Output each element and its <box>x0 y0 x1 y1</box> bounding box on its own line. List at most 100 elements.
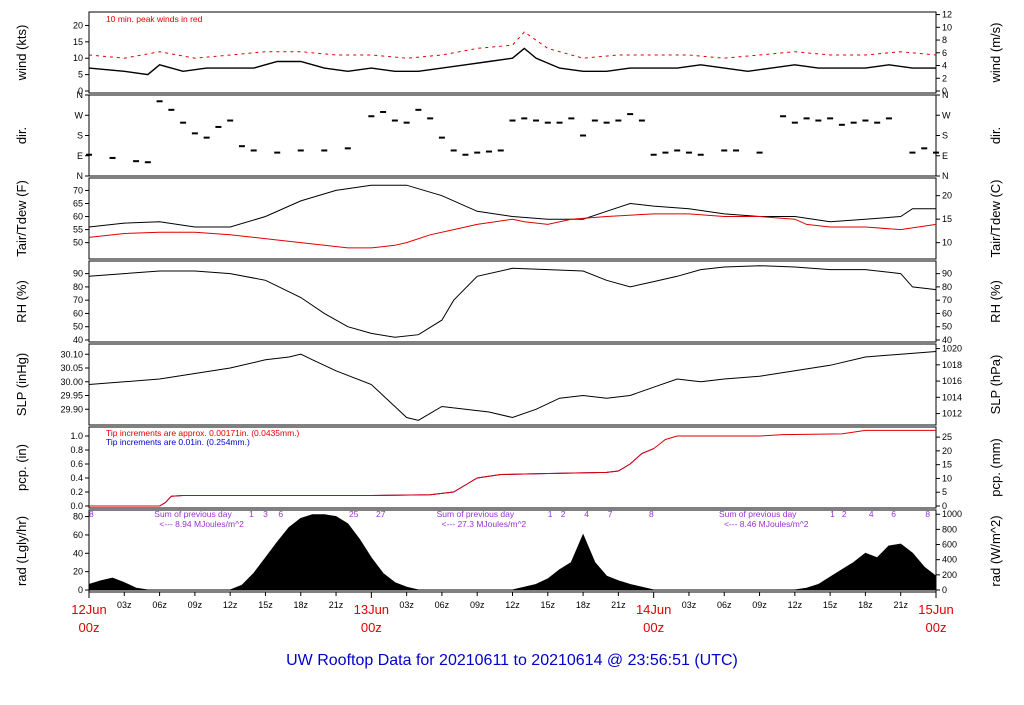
series-line <box>89 429 936 507</box>
dir-point <box>391 119 398 122</box>
ylabel-left: RH (%) <box>14 280 29 323</box>
series-line <box>88 184 936 228</box>
dir-point <box>168 108 175 111</box>
rad-area <box>88 514 937 591</box>
ytick-label-right: 1016 <box>942 376 962 386</box>
panel-dir: dir. dir.N NE ES SW WN N <box>14 90 1003 181</box>
ytick-label-left: 15 <box>73 37 83 47</box>
ytick-label-left: 5 <box>78 70 83 80</box>
ytick-label-left: 90 <box>73 269 83 279</box>
rad-sum-value: <--- 8.94 MJoules/m^2 <box>159 519 244 529</box>
day-hour-label: 00z <box>926 620 947 635</box>
ylabel-right: wind (m/s) <box>988 23 1003 84</box>
dir-point <box>921 147 928 150</box>
panel-frame <box>88 260 937 343</box>
ytick-label-left: 55 <box>73 225 83 235</box>
dir-point <box>227 119 234 122</box>
dir-point <box>803 117 810 120</box>
ytick-label-left: 10 <box>73 53 83 63</box>
series-line <box>89 448 654 507</box>
ytick-label-right: 5 <box>942 487 947 497</box>
day-hour-label: 00z <box>361 620 382 635</box>
rad-uv-label: 4 <box>584 509 589 519</box>
ytick-label-left: 0 <box>78 86 83 96</box>
panel-frame <box>88 426 937 509</box>
panel-frame <box>88 177 937 260</box>
ylabel-right: dir. <box>988 127 1003 144</box>
dir-point <box>838 123 845 126</box>
ytick-label-left: 0.2 <box>70 487 83 497</box>
ytick-label-right: 1018 <box>942 360 962 370</box>
dir-point <box>662 151 669 154</box>
dir-point <box>403 121 410 124</box>
ytick-label-left: N <box>77 90 84 100</box>
ytick-label-right: 20 <box>942 446 952 456</box>
ytick-label-right: 40 <box>942 335 952 345</box>
dir-point <box>474 151 481 154</box>
xtick-label: 12z <box>788 600 803 610</box>
ytick-label-right: 12 <box>942 10 952 20</box>
rad-uv-label: 1 <box>830 509 835 519</box>
ytick-label-left: 70 <box>73 295 83 305</box>
x-axis: 03z 06z 09z 12z 15z 18z 21z 03z 06z 09z 12z 15z 18z 2… <box>71 592 954 635</box>
ytick-label-right: 0 <box>942 501 947 511</box>
dir-point <box>427 117 434 120</box>
panels: wind (kts) wind (m/s)0510152002468101210 … <box>14 10 1003 595</box>
pcp-note-blue: Tip increments are 0.01in. (0.254mm.) <box>106 437 250 447</box>
dir-point <box>238 145 245 148</box>
dir-point <box>780 115 787 118</box>
ytick-label-right: 60 <box>942 308 952 318</box>
ytick-label-right: 400 <box>942 555 957 565</box>
panel-temp: Tair/Tdew (F) Tair/Tdew (C) 50 55 60 65 70 10 15… <box>14 177 1003 260</box>
panel-frame <box>88 94 937 177</box>
rad-uv-label: 1 <box>548 509 553 519</box>
ytick-label-right: 10 <box>942 238 952 248</box>
ytick-label-left: 50 <box>73 322 83 332</box>
xtick-label: 18z <box>858 600 873 610</box>
ytick-label-left: 30.10 <box>60 349 83 359</box>
dir-point <box>909 151 916 154</box>
ytick-label-right: 10 <box>942 22 952 32</box>
ytick-label-right: 20 <box>942 191 952 201</box>
dir-point <box>250 149 257 152</box>
dir-point <box>650 153 657 156</box>
dir-point <box>697 153 704 156</box>
dir-point <box>274 151 281 154</box>
rad-uv-label: 6 <box>278 509 283 519</box>
rad-uv-label: 2 <box>842 509 847 519</box>
ytick-label-left: 60 <box>73 530 83 540</box>
dir-point <box>380 110 387 113</box>
ytick-label-right: 800 <box>942 524 957 534</box>
dir-point <box>638 119 645 122</box>
ytick-label-right: 2 <box>942 73 947 83</box>
ytick-label-left: 1.0 <box>70 431 83 441</box>
ytick-label-right: 50 <box>942 322 952 332</box>
dir-point <box>850 121 857 124</box>
ylabel-left: wind (kts) <box>14 25 29 82</box>
ytick-label-right: 1000 <box>942 509 962 519</box>
dir-point <box>86 153 92 156</box>
ytick-label-left: 20 <box>73 20 83 30</box>
xtick-label: 06z <box>152 600 167 610</box>
ytick-label-left: N <box>77 171 84 181</box>
ylabel-right: pcp. (mm) <box>988 438 1003 497</box>
dir-point <box>156 100 163 103</box>
dir-point <box>615 119 622 122</box>
ytick-label-right: 6 <box>942 48 947 58</box>
ytick-label-left: W <box>75 110 84 120</box>
ytick-label-right: 4 <box>942 61 947 71</box>
ylabel-left: dir. <box>14 127 29 144</box>
dir-point <box>521 117 528 120</box>
dir-point <box>485 150 492 153</box>
dir-point <box>497 149 504 152</box>
ytick-label-right: 0 <box>942 86 947 96</box>
xtick-label: 03z <box>117 600 132 610</box>
dir-point <box>180 121 187 124</box>
dir-point <box>580 134 587 137</box>
ytick-label-left: 0.0 <box>70 501 83 511</box>
panel-rh: RH (%) RH (%) 40 50 60 70 80 90 40 50 60 70 80 90 <box>14 260 1003 345</box>
ylabel-right: SLP (hPa) <box>988 355 1003 415</box>
ytick-label-right: 0 <box>942 585 947 595</box>
ytick-label-right: 70 <box>942 295 952 305</box>
panel-slp: SLP (inHg) SLP (hPa) 29.90 29.95 30.00 30.05 3… <box>14 343 1003 426</box>
